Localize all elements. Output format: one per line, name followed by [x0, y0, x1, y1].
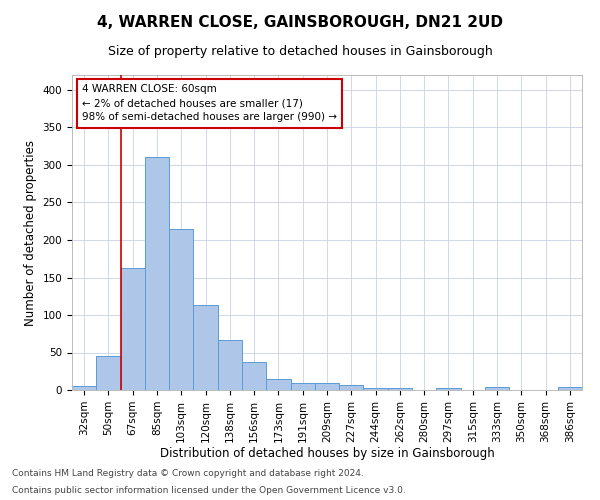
Bar: [242, 362, 266, 390]
Bar: [290, 382, 315, 390]
Bar: [388, 388, 412, 390]
X-axis label: Distribution of detached houses by size in Gainsborough: Distribution of detached houses by size …: [160, 448, 494, 460]
Bar: [121, 268, 145, 390]
Bar: [193, 304, 218, 390]
Bar: [72, 386, 96, 390]
Bar: [145, 157, 169, 390]
Text: Size of property relative to detached houses in Gainsborough: Size of property relative to detached ho…: [107, 45, 493, 58]
Bar: [558, 387, 582, 390]
Bar: [96, 356, 121, 390]
Text: Contains public sector information licensed under the Open Government Licence v3: Contains public sector information licen…: [12, 486, 406, 495]
Bar: [436, 388, 461, 390]
Y-axis label: Number of detached properties: Number of detached properties: [24, 140, 37, 326]
Bar: [169, 230, 193, 390]
Bar: [315, 382, 339, 390]
Text: 4, WARREN CLOSE, GAINSBOROUGH, DN21 2UD: 4, WARREN CLOSE, GAINSBOROUGH, DN21 2UD: [97, 15, 503, 30]
Bar: [485, 387, 509, 390]
Bar: [266, 379, 290, 390]
Text: 4 WARREN CLOSE: 60sqm
← 2% of detached houses are smaller (17)
98% of semi-detac: 4 WARREN CLOSE: 60sqm ← 2% of detached h…: [82, 84, 337, 122]
Bar: [218, 340, 242, 390]
Text: Contains HM Land Registry data © Crown copyright and database right 2024.: Contains HM Land Registry data © Crown c…: [12, 468, 364, 477]
Bar: [339, 385, 364, 390]
Bar: [364, 388, 388, 390]
